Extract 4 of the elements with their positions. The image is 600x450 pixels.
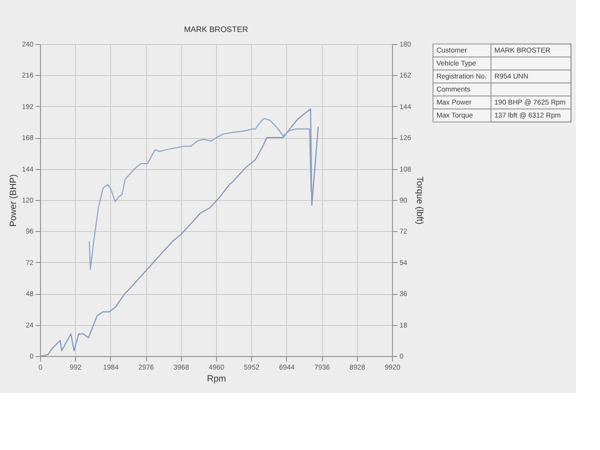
chart-title: MARK BROSTER	[184, 25, 248, 34]
x-axis-title: Rpm	[206, 374, 226, 384]
y2-axis-title: Torque (lbft)	[415, 176, 426, 225]
y-axis-title: Power (BHP)	[8, 174, 18, 227]
